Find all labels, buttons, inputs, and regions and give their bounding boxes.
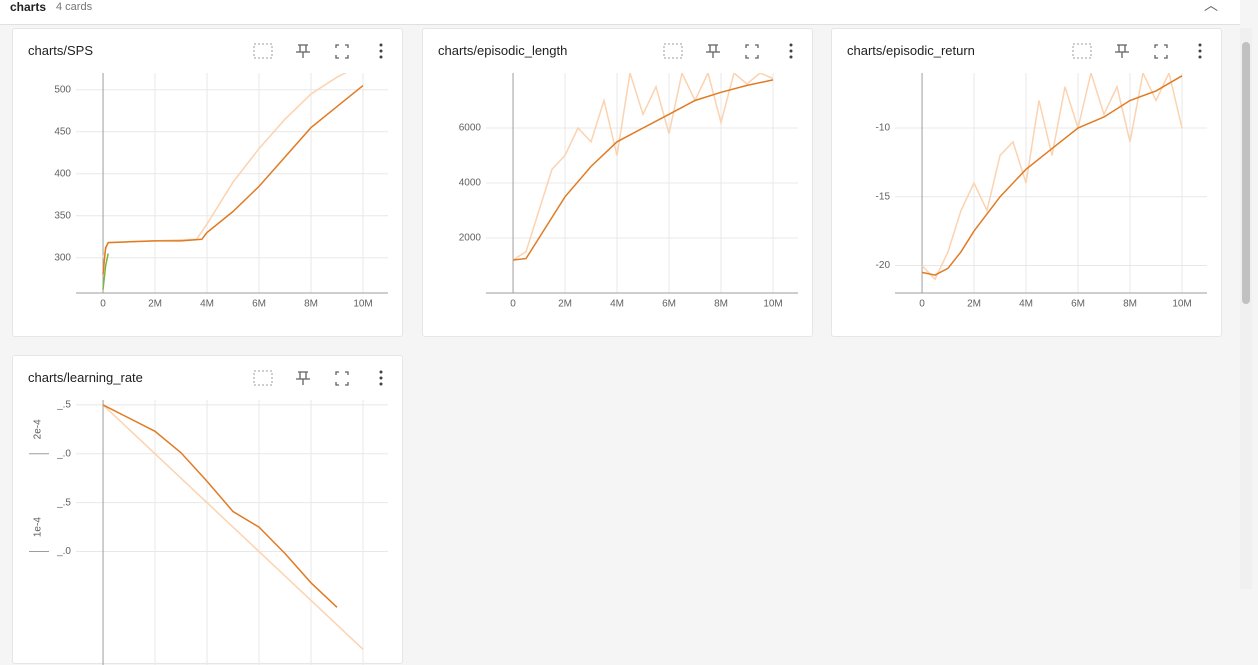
- x-tick-label: 4M: [200, 299, 214, 310]
- icon-menu[interactable]: [379, 49, 383, 53]
- chart: 2000 4000 6000 0 2M 4M 6M 8M 10M: [459, 43, 798, 310]
- chart: _.5 _.0 _.5 _.0 2e-4 1e-4: [29, 370, 388, 665]
- x-tick-label: 4M: [1019, 299, 1033, 310]
- x-tick-label: 8M: [304, 299, 318, 310]
- scroll-thumb[interactable]: [1242, 42, 1250, 304]
- chart-title: charts/learning_rate: [28, 370, 143, 385]
- x-tick-label: 6M: [252, 299, 266, 310]
- icon-fit[interactable]: [1072, 43, 1092, 59]
- y-tick-label: _.0: [56, 546, 71, 557]
- toolbar: [253, 43, 383, 59]
- y-tick-label: 450: [54, 126, 71, 137]
- y-tick-label: -15: [876, 191, 891, 202]
- scrollbar[interactable]: [1240, 28, 1252, 589]
- chart-card: 2000 4000 6000 0 2M 4M 6M 8M 10M charts/episodic_…: [422, 28, 813, 337]
- icon-menu[interactable]: [1198, 43, 1202, 47]
- y-tick-label: 300: [54, 252, 71, 263]
- y-group-label: 1e-4: [33, 517, 44, 537]
- chart-title: charts/SPS: [28, 43, 94, 58]
- toolbar: [663, 43, 793, 59]
- icon-pin[interactable]: [706, 44, 720, 58]
- x-tick-label: 4M: [610, 299, 624, 310]
- series-line: [102, 404, 364, 650]
- series-line: [102, 253, 109, 290]
- chart-card: -20 -15 -10 0 2M 4M 6M 8M 10M charts/episodic_ret…: [831, 28, 1222, 337]
- icon-menu[interactable]: [379, 43, 383, 47]
- toolbar: [253, 370, 383, 386]
- x-tick-label: 10M: [1172, 299, 1191, 310]
- y-tick-label: 350: [54, 210, 71, 221]
- y-tick-label: 400: [54, 168, 71, 179]
- header-title: charts: [10, 0, 47, 14]
- y-tick-label: -20: [876, 260, 891, 271]
- y-tick-label: -10: [876, 123, 891, 134]
- header: charts 4 cards ︿: [0, 0, 1240, 25]
- x-tick-label: 6M: [662, 299, 676, 310]
- icon-pin[interactable]: [1115, 44, 1129, 58]
- x-tick-label: 8M: [1123, 299, 1137, 310]
- collapse-button[interactable]: ︿: [1204, 0, 1218, 13]
- series-line: [512, 79, 774, 261]
- icon-fit[interactable]: [253, 370, 273, 386]
- icon-menu[interactable]: [789, 43, 793, 47]
- series-line: [102, 404, 338, 608]
- x-tick-label: 0: [100, 299, 106, 310]
- x-tick-label: 10M: [763, 299, 782, 310]
- x-tick-label: 6M: [1071, 299, 1085, 310]
- y-tick-label: 4000: [459, 178, 482, 189]
- chart-title: charts/episodic_return: [847, 43, 975, 58]
- y-tick-label: _.5: [56, 400, 71, 411]
- y-tick-label: 6000: [459, 123, 482, 134]
- icon-menu[interactable]: [379, 55, 383, 59]
- x-tick-label: 10M: [353, 299, 372, 310]
- icon-fit[interactable]: [253, 43, 273, 59]
- series-line: [921, 73, 1183, 281]
- x-tick-label: 0: [510, 299, 516, 310]
- y-group-label: 2e-4: [33, 419, 44, 439]
- series-line: [921, 75, 1183, 276]
- chart: -20 -15 -10 0 2M 4M 6M 8M 10M: [876, 43, 1207, 310]
- icon-fullscreen[interactable]: [745, 44, 759, 59]
- icon-pin[interactable]: [296, 44, 310, 58]
- icon-menu[interactable]: [1198, 55, 1202, 59]
- x-tick-label: 2M: [967, 299, 981, 310]
- icon-fit[interactable]: [663, 43, 683, 59]
- icon-menu[interactable]: [789, 55, 793, 59]
- y-tick-label: _.5: [56, 497, 71, 508]
- icon-fullscreen[interactable]: [335, 371, 349, 386]
- icon-menu[interactable]: [379, 382, 383, 386]
- y-tick-label: _.0: [56, 448, 71, 459]
- y-tick-label: 500: [54, 84, 71, 95]
- icon-menu[interactable]: [1198, 49, 1202, 53]
- toolbar: [1072, 43, 1202, 59]
- x-tick-label: 8M: [714, 299, 728, 310]
- y-tick-label: 2000: [459, 233, 482, 244]
- series-line: [102, 85, 364, 275]
- chart-card: _.5 _.0 _.5 _.0 2e-4 1e-4 charts/learning_rate: [12, 355, 403, 665]
- icon-pin[interactable]: [296, 371, 310, 385]
- series-line: [102, 73, 347, 258]
- x-tick-label: 2M: [558, 299, 572, 310]
- chart-card: 300 350 400 450 500 0 2M 4M 6M 8M 10M charts/SPS: [12, 28, 403, 337]
- icon-menu[interactable]: [789, 49, 793, 53]
- x-tick-label: 0: [919, 299, 925, 310]
- icon-menu[interactable]: [379, 376, 383, 380]
- card-count: 4 cards: [56, 1, 93, 13]
- chart: 300 350 400 450 500 0 2M 4M 6M 8M 10M: [54, 43, 388, 310]
- series-line: [512, 73, 774, 261]
- icon-fullscreen[interactable]: [1154, 44, 1168, 59]
- icon-fullscreen[interactable]: [335, 44, 349, 59]
- chart-title: charts/episodic_length: [438, 43, 568, 58]
- x-tick-label: 2M: [148, 299, 162, 310]
- icon-menu[interactable]: [379, 370, 383, 374]
